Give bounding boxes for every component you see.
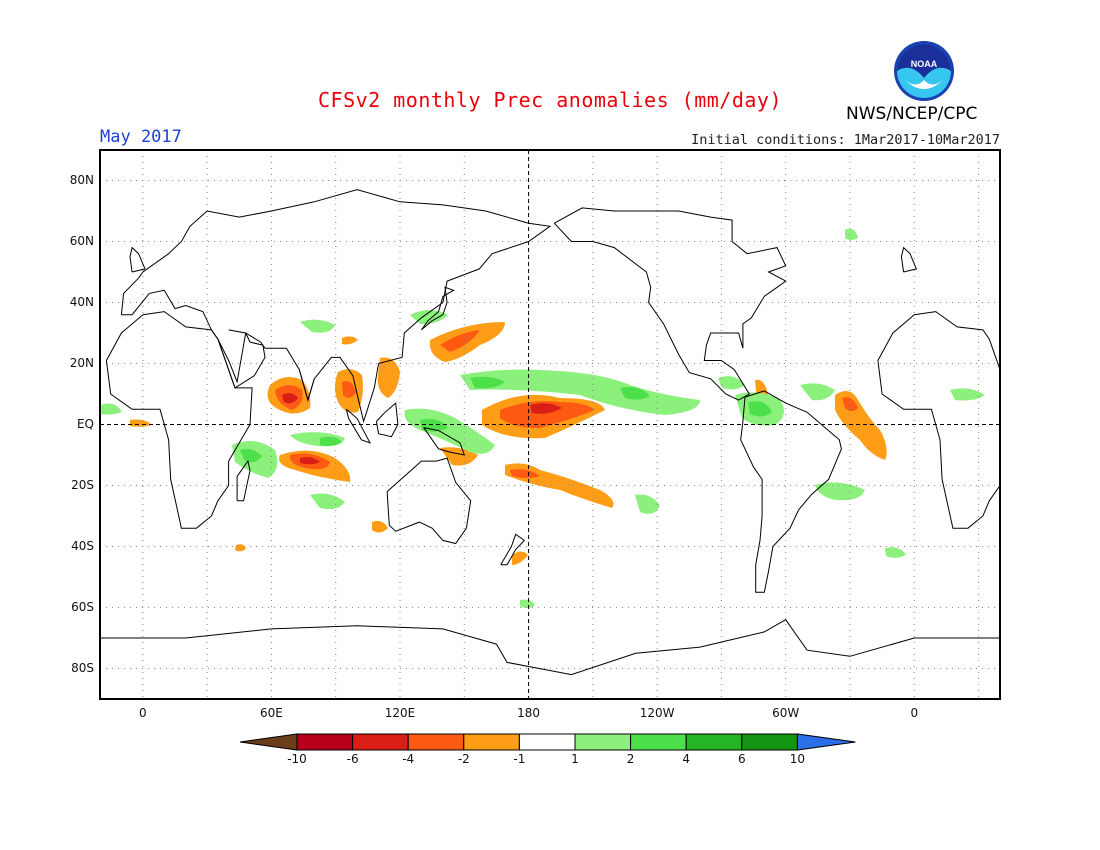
anomaly-sw-pacific bbox=[372, 520, 388, 533]
anomaly-central-america bbox=[718, 376, 745, 390]
colorbar-swatch bbox=[296, 733, 354, 751]
coastline-arabia bbox=[217, 329, 266, 389]
anomaly-japan bbox=[410, 310, 448, 325]
noaa-logo-icon: NOAA bbox=[894, 41, 954, 101]
colorbar-swatch bbox=[518, 733, 576, 751]
anomaly-alaska bbox=[845, 228, 858, 240]
anomaly-north-pacific-itcz bbox=[460, 369, 700, 415]
coastline-uk-wrap bbox=[900, 246, 918, 273]
colorbar-swatch bbox=[630, 733, 687, 751]
anomaly-south-indian-green bbox=[310, 493, 345, 510]
initial-conditions: Initial conditions: 1Mar2017-10Mar2017 bbox=[691, 132, 1000, 148]
lon-label: 0 bbox=[910, 706, 919, 720]
coastlines bbox=[100, 179, 1000, 676]
colorbar-tick-label: 10 bbox=[789, 752, 806, 766]
lat-label: 40S bbox=[71, 538, 94, 553]
colorbar-arrow-right bbox=[796, 733, 856, 751]
anomaly-south-atlantic-green bbox=[885, 547, 906, 558]
coastline-africa-wrap bbox=[877, 311, 1000, 529]
coastline-australia bbox=[386, 457, 472, 545]
anomaly-north-brazil bbox=[800, 383, 835, 401]
colorbar-swatch bbox=[741, 733, 798, 751]
lat-label: 80S bbox=[71, 660, 94, 675]
colorbar-tick-label: 2 bbox=[626, 752, 635, 766]
noaa-logo-text: NOAA bbox=[911, 59, 938, 69]
coastline-uk bbox=[129, 246, 146, 273]
lat-label: 20S bbox=[71, 477, 94, 492]
lon-label: 120W bbox=[639, 706, 675, 720]
colorbar-tick-label: -4 bbox=[402, 752, 415, 766]
coastline-japan bbox=[420, 286, 455, 331]
coastline-eurasia bbox=[120, 189, 552, 424]
lat-label: 80N bbox=[69, 172, 94, 187]
colorbar-tick-label: 4 bbox=[682, 752, 690, 766]
colorbar-arrow-left bbox=[239, 733, 298, 751]
anomaly-southern-ocean bbox=[520, 599, 535, 608]
coastline-india-tip bbox=[298, 369, 315, 402]
agency-label: NWS/NCEP/CPC bbox=[846, 104, 978, 124]
anomaly-indochina bbox=[377, 357, 400, 398]
anomaly-tasman bbox=[512, 551, 528, 565]
anomaly-brazil bbox=[835, 391, 887, 460]
anomaly-layer bbox=[100, 228, 985, 608]
anomaly-east-asia bbox=[300, 319, 335, 333]
colorbar-tick-label: 6 bbox=[737, 752, 746, 766]
lat-label: 60N bbox=[69, 233, 94, 248]
coastline-clip bbox=[100, 179, 1000, 676]
forecast-month: May 2017 bbox=[100, 127, 182, 147]
lon-label: 60W bbox=[772, 706, 800, 720]
colorbar-tick-label: -1 bbox=[513, 752, 526, 766]
lon-label: 180 bbox=[517, 706, 541, 720]
anomaly-south-brazil bbox=[815, 482, 865, 501]
anomaly-tibet bbox=[342, 336, 358, 345]
coastline-africa bbox=[105, 311, 253, 529]
anomaly-east-atlantic bbox=[130, 419, 152, 427]
colorbar-tick-label: -6 bbox=[346, 752, 359, 766]
lat-label: EQ bbox=[76, 416, 94, 431]
lat-label: 60S bbox=[71, 599, 94, 614]
colorbar-swatch bbox=[407, 733, 465, 751]
coastline-sumatra bbox=[345, 408, 372, 444]
coastline-new-guinea bbox=[423, 427, 466, 456]
anomaly-west-atlantic bbox=[950, 388, 985, 401]
colorbar-tick-label: -10 bbox=[287, 752, 307, 766]
colorbar-swatch bbox=[574, 733, 632, 751]
colorbar-swatch bbox=[463, 733, 520, 751]
anomaly-south-atlantic-small bbox=[235, 544, 246, 552]
map-frame bbox=[99, 149, 1001, 700]
coastline-north-america bbox=[553, 207, 787, 401]
lat-label: 40N bbox=[69, 294, 94, 309]
grid-lines bbox=[100, 150, 1000, 699]
colorbar-swatch bbox=[352, 733, 409, 751]
lon-label: 0 bbox=[139, 706, 147, 720]
coastline-antarctica bbox=[100, 619, 1000, 676]
lon-label: 60E bbox=[259, 706, 283, 720]
anomaly-gulf-guinea bbox=[100, 403, 122, 415]
map-title: CFSv2 monthly Prec anomalies (mm/day) bbox=[317, 88, 783, 112]
colorbar bbox=[239, 733, 856, 751]
coastline-madagascar bbox=[236, 459, 251, 502]
lat-label: 20N bbox=[69, 355, 94, 370]
lon-label: 120E bbox=[384, 706, 416, 720]
coastline-borneo bbox=[375, 402, 399, 438]
colorbar-swatch bbox=[685, 733, 743, 751]
anomaly-south-pacific-green bbox=[635, 494, 660, 514]
anomaly-maritime bbox=[404, 408, 495, 454]
dry-extreme bbox=[282, 393, 562, 465]
colorbar-tick-label: -2 bbox=[457, 752, 470, 766]
wet-core bbox=[240, 376, 772, 463]
coastline-new-zealand bbox=[500, 533, 526, 566]
colorbar-tick-label: 1 bbox=[571, 752, 579, 766]
